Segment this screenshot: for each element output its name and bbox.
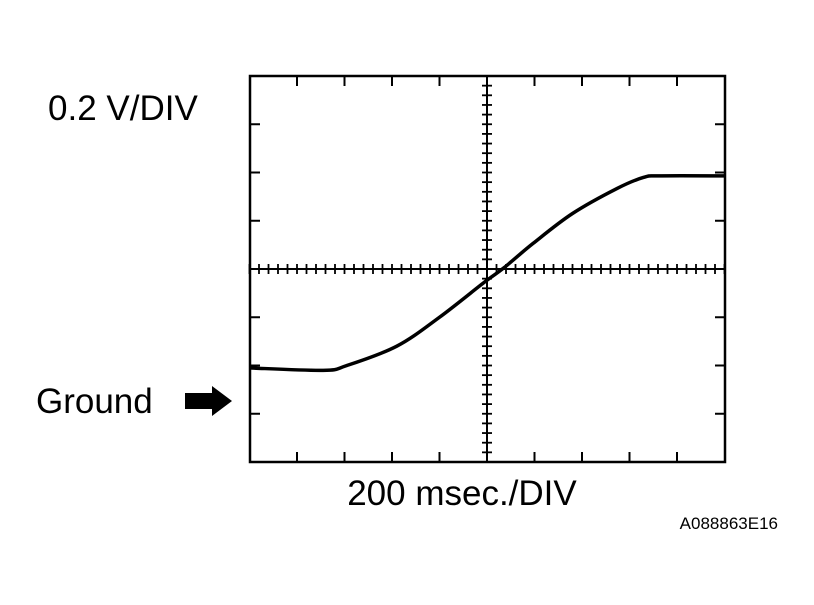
- waveform-line: [249, 174, 725, 373]
- right-arrow-icon: [185, 386, 232, 416]
- y-scale-label: 0.2 V/DIV: [48, 89, 198, 128]
- figure-id: A088863E16: [680, 514, 778, 533]
- ground-label: Ground: [36, 382, 153, 421]
- x-scale-label: 200 msec./DIV: [347, 474, 577, 513]
